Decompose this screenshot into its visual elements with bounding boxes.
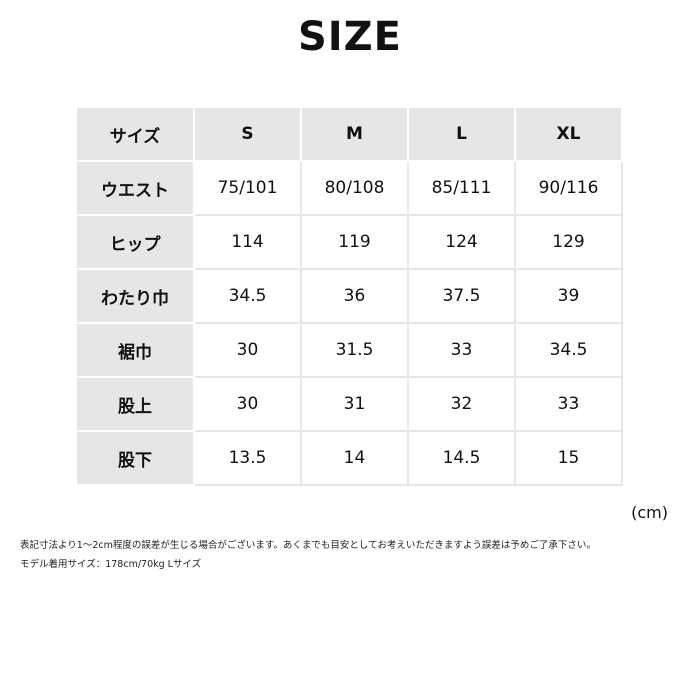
value-cell: 36	[300, 268, 409, 324]
value-cell: 85/111	[407, 160, 516, 216]
table-row: ウエスト 75/101 80/108 85/111 90/116	[75, 160, 623, 216]
value-cell: 75/101	[193, 160, 302, 216]
header-cell: S	[193, 106, 302, 162]
value-cell: 33	[514, 376, 623, 432]
value-cell: 119	[300, 214, 409, 270]
value-cell: 124	[407, 214, 516, 270]
table-row: わたり巾 34.5 36 37.5 39	[75, 268, 623, 324]
value-cell: 15	[514, 430, 623, 486]
value-cell: 34.5	[514, 322, 623, 378]
value-cell: 14.5	[407, 430, 516, 486]
value-cell: 14	[300, 430, 409, 486]
header-cell: L	[407, 106, 516, 162]
row-label: わたり巾	[75, 268, 195, 324]
note-disclaimer: 表記寸法より1～2cm程度の誤差が生じる場合がございます。あくまでも目安としてお…	[20, 540, 596, 551]
header-cell: サイズ	[75, 106, 195, 162]
row-label: 裾巾	[75, 322, 195, 378]
row-label: 股下	[75, 430, 195, 486]
header-row: サイズ S M L XL	[75, 106, 623, 162]
value-cell: 31	[300, 376, 409, 432]
unit-label: (cm)	[631, 503, 668, 522]
value-cell: 80/108	[300, 160, 409, 216]
value-cell: 129	[514, 214, 623, 270]
value-cell: 31.5	[300, 322, 409, 378]
value-cell: 13.5	[193, 430, 302, 486]
value-cell: 33	[407, 322, 516, 378]
row-label: ウエスト	[75, 160, 195, 216]
page-title: SIZE	[297, 14, 403, 60]
table-row: ヒップ 114 119 124 129	[75, 214, 623, 270]
value-cell: 32	[407, 376, 516, 432]
value-cell: 114	[193, 214, 302, 270]
table-row: 股下 13.5 14 14.5 15	[75, 430, 623, 486]
header-cell: XL	[514, 106, 623, 162]
value-cell: 39	[514, 268, 623, 324]
size-table: サイズ S M L XL ウエスト 75/101 80/108 85/111 90/116 ヒップ 1…	[75, 106, 623, 486]
table-row: 股上 30 31 32 33	[75, 376, 623, 432]
value-cell: 34.5	[193, 268, 302, 324]
value-cell: 30	[193, 376, 302, 432]
value-cell: 30	[193, 322, 302, 378]
value-cell: 37.5	[407, 268, 516, 324]
value-cell: 90/116	[514, 160, 623, 216]
header-cell: M	[300, 106, 409, 162]
table-row: 裾巾 30 31.5 33 34.5	[75, 322, 623, 378]
row-label: 股上	[75, 376, 195, 432]
row-label: ヒップ	[75, 214, 195, 270]
note-model-size: モデル着用サイズ：178cm/70kg Lサイズ	[20, 559, 202, 570]
